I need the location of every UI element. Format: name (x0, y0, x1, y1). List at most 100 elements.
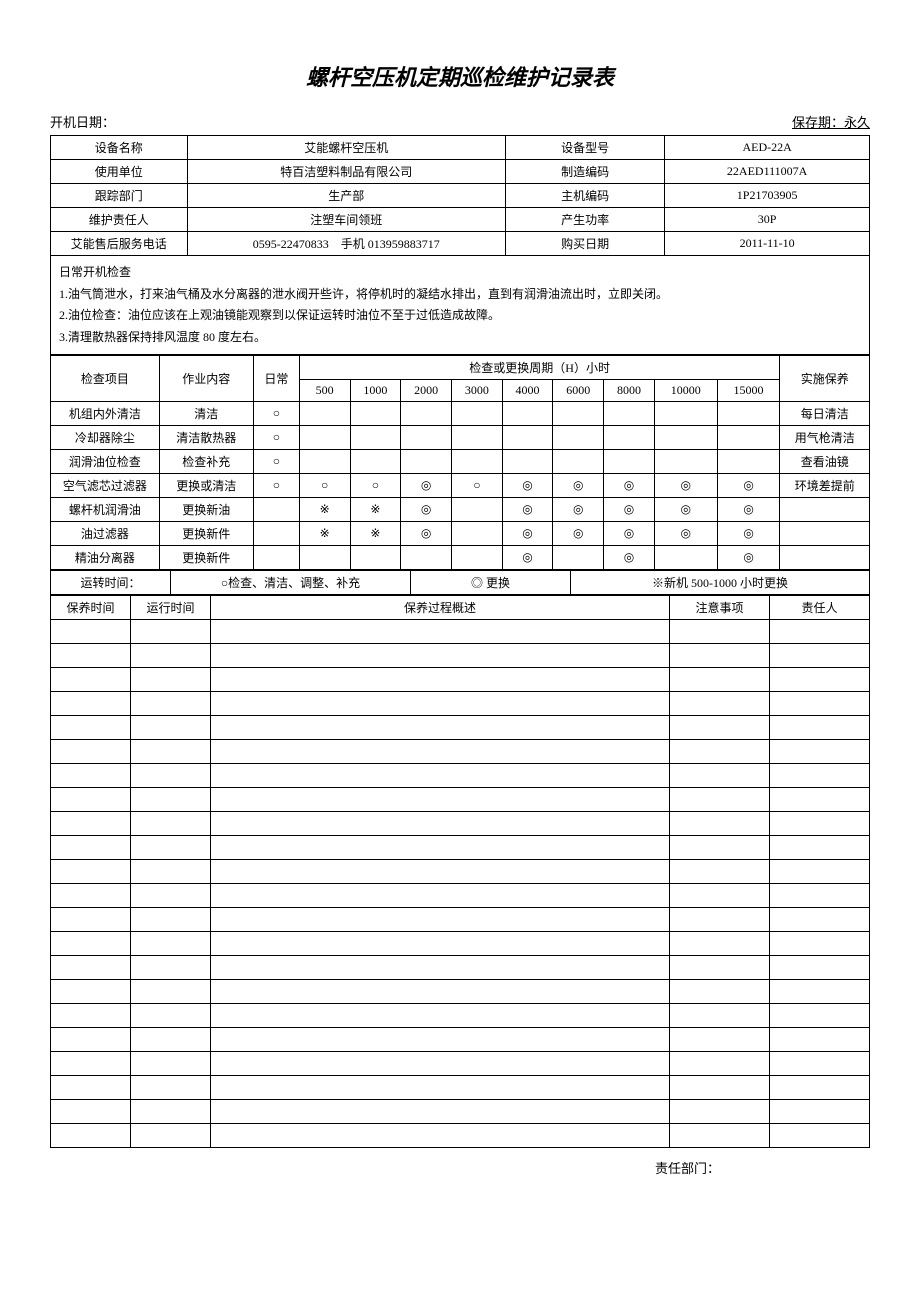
daily-check-line1: 1.油气筒泄水，打来油气桶及水分离器的泄水阀开些许，将停机时的凝结水排出，直到有… (59, 284, 861, 306)
log-cell (211, 1076, 670, 1100)
info-label: 使用单位 (51, 160, 188, 184)
log-cell (211, 956, 670, 980)
log-cell (131, 1052, 211, 1076)
log-cell (51, 836, 131, 860)
sched-work: 更换新油 (159, 498, 253, 522)
log-cell (770, 932, 870, 956)
sched-mark (502, 402, 553, 426)
log-cell (211, 1124, 670, 1148)
sched-mark: ◎ (604, 474, 655, 498)
footer-dept: 责任部门： (50, 1158, 870, 1177)
sched-mark (717, 450, 780, 474)
sched-mark: ◎ (654, 498, 717, 522)
info-label: 跟踪部门 (51, 184, 188, 208)
sched-work: 检查补充 (159, 450, 253, 474)
info-value: 1P21703905 (665, 184, 870, 208)
sched-item: 润滑油位检查 (51, 450, 160, 474)
sched-mark: ◎ (401, 522, 452, 546)
log-cell (770, 1004, 870, 1028)
sched-mark: ◎ (654, 522, 717, 546)
log-cell (211, 764, 670, 788)
log-cell (51, 860, 131, 884)
sched-mark (401, 426, 452, 450)
header-row: 开机日期： 保存期：永久 (50, 112, 870, 131)
sched-work: 更换或清洁 (159, 474, 253, 498)
log-cell (670, 908, 770, 932)
sched-exec (780, 522, 870, 546)
sched-interval-header: 10000 (654, 380, 717, 402)
sched-mark (299, 426, 350, 450)
sched-work: 清洁散热器 (159, 426, 253, 450)
log-cell (770, 860, 870, 884)
sched-daily (253, 522, 299, 546)
info-value: 0595-22470833 手机 013959883717 (187, 232, 506, 256)
log-cell (131, 980, 211, 1004)
sched-daily: ○ (253, 474, 299, 498)
sched-mark: ◎ (401, 474, 452, 498)
sched-mark: ◎ (502, 498, 553, 522)
sched-mark (654, 426, 717, 450)
daily-check-heading: 日常开机检查 (59, 262, 861, 284)
log-cell (51, 716, 131, 740)
sched-mark (654, 402, 717, 426)
sched-mark (717, 402, 780, 426)
log-cell (670, 620, 770, 644)
sched-mark: ◎ (502, 474, 553, 498)
sched-mark: ◎ (553, 498, 604, 522)
sched-mark (553, 450, 604, 474)
sched-mark: ◎ (654, 474, 717, 498)
log-cell (51, 740, 131, 764)
sched-mark (604, 402, 655, 426)
legend-time-label: 运转时间： (51, 571, 171, 595)
sched-mark (553, 546, 604, 570)
log-cell (670, 644, 770, 668)
sched-mark (451, 426, 502, 450)
info-value: 22AED111007A (665, 160, 870, 184)
sched-interval-header: 1000 (350, 380, 401, 402)
log-cell (770, 884, 870, 908)
log-cell (670, 932, 770, 956)
log-cell (51, 908, 131, 932)
log-cell (211, 836, 670, 860)
log-cell (211, 1028, 670, 1052)
log-header-person: 责任人 (770, 596, 870, 620)
sched-item: 螺杆机润滑油 (51, 498, 160, 522)
sched-mark: ※ (299, 498, 350, 522)
sched-exec: 环境差提前 (780, 474, 870, 498)
sched-mark (401, 546, 452, 570)
sched-mark: ○ (451, 474, 502, 498)
sched-mark: ◎ (717, 498, 780, 522)
log-cell (770, 620, 870, 644)
sched-interval-header: 8000 (604, 380, 655, 402)
log-cell (131, 1028, 211, 1052)
log-cell (131, 788, 211, 812)
retain-label: 保存期：永久 (792, 112, 870, 131)
log-cell (51, 668, 131, 692)
sched-exec (780, 498, 870, 522)
sched-mark (553, 426, 604, 450)
log-cell (670, 668, 770, 692)
log-cell (670, 812, 770, 836)
sched-exec: 用气枪清洁 (780, 426, 870, 450)
sched-mark (401, 450, 452, 474)
info-label: 购买日期 (506, 232, 665, 256)
log-cell (211, 932, 670, 956)
log-cell (51, 1076, 131, 1100)
sched-mark (451, 522, 502, 546)
info-value: 30P (665, 208, 870, 232)
sched-mark: ◎ (604, 546, 655, 570)
sched-mark: ※ (350, 522, 401, 546)
log-cell (670, 956, 770, 980)
sched-mark (604, 426, 655, 450)
log-cell (770, 692, 870, 716)
log-cell (211, 740, 670, 764)
start-date-label: 开机日期： (50, 112, 115, 131)
daily-check-block: 日常开机检查 1.油气筒泄水，打来油气桶及水分离器的泄水阀开些许，将停机时的凝结… (50, 256, 870, 355)
sched-item: 冷却器除尘 (51, 426, 160, 450)
sched-daily: ○ (253, 450, 299, 474)
sched-exec: 每日清洁 (780, 402, 870, 426)
sched-item: 空气滤芯过滤器 (51, 474, 160, 498)
info-label: 设备名称 (51, 136, 188, 160)
log-cell (770, 1052, 870, 1076)
log-cell (770, 716, 870, 740)
